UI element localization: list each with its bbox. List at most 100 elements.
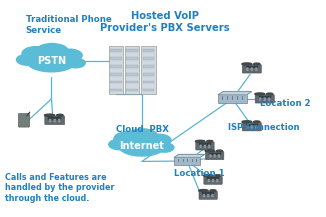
FancyBboxPatch shape: [199, 143, 211, 146]
Ellipse shape: [242, 63, 252, 65]
FancyBboxPatch shape: [204, 176, 222, 184]
FancyBboxPatch shape: [126, 49, 138, 52]
Text: Traditional Phone
Service: Traditional Phone Service: [26, 15, 111, 35]
Ellipse shape: [217, 181, 218, 182]
Ellipse shape: [212, 194, 213, 195]
Ellipse shape: [264, 98, 265, 99]
FancyBboxPatch shape: [199, 191, 217, 199]
Ellipse shape: [254, 121, 260, 123]
FancyBboxPatch shape: [174, 157, 200, 165]
FancyBboxPatch shape: [142, 57, 154, 60]
FancyBboxPatch shape: [207, 177, 219, 180]
Text: Location 1: Location 1: [174, 169, 225, 178]
Ellipse shape: [215, 175, 221, 176]
FancyBboxPatch shape: [126, 89, 138, 91]
FancyBboxPatch shape: [202, 192, 214, 195]
Ellipse shape: [57, 114, 63, 116]
Ellipse shape: [36, 44, 68, 58]
FancyBboxPatch shape: [110, 81, 122, 83]
Ellipse shape: [216, 150, 222, 152]
FancyBboxPatch shape: [109, 46, 123, 94]
Ellipse shape: [247, 126, 248, 127]
Ellipse shape: [66, 58, 85, 68]
FancyBboxPatch shape: [142, 49, 154, 52]
Ellipse shape: [155, 143, 174, 152]
FancyBboxPatch shape: [142, 89, 154, 91]
FancyBboxPatch shape: [218, 95, 247, 103]
Ellipse shape: [251, 68, 252, 69]
Ellipse shape: [254, 63, 260, 65]
Ellipse shape: [204, 145, 206, 146]
Ellipse shape: [208, 179, 209, 180]
Ellipse shape: [203, 175, 213, 177]
FancyBboxPatch shape: [142, 81, 154, 83]
Ellipse shape: [119, 136, 165, 156]
Ellipse shape: [208, 196, 209, 197]
Ellipse shape: [203, 194, 204, 195]
FancyBboxPatch shape: [259, 96, 271, 99]
Ellipse shape: [260, 98, 261, 99]
Ellipse shape: [208, 181, 209, 182]
FancyBboxPatch shape: [245, 66, 258, 69]
Text: Location 2: Location 2: [260, 99, 311, 108]
Ellipse shape: [54, 121, 55, 122]
Ellipse shape: [218, 156, 219, 157]
Ellipse shape: [56, 49, 82, 61]
Ellipse shape: [210, 190, 216, 191]
Text: Internet: Internet: [120, 141, 164, 151]
Ellipse shape: [256, 68, 257, 69]
Polygon shape: [174, 154, 205, 157]
Ellipse shape: [267, 93, 273, 95]
FancyBboxPatch shape: [45, 116, 65, 125]
Ellipse shape: [196, 140, 205, 142]
FancyBboxPatch shape: [126, 65, 138, 68]
Text: Hosted VoIP
Provider's PBX Servers: Hosted VoIP Provider's PBX Servers: [100, 11, 230, 33]
FancyBboxPatch shape: [209, 153, 221, 155]
Ellipse shape: [207, 140, 213, 142]
Ellipse shape: [147, 134, 171, 146]
Ellipse shape: [212, 196, 213, 197]
Text: Cloud  PBX: Cloud PBX: [115, 125, 169, 134]
FancyBboxPatch shape: [245, 124, 258, 126]
FancyBboxPatch shape: [126, 81, 138, 83]
Ellipse shape: [251, 126, 252, 127]
Ellipse shape: [217, 179, 218, 180]
FancyBboxPatch shape: [142, 65, 154, 68]
Ellipse shape: [214, 156, 215, 157]
Ellipse shape: [199, 190, 208, 192]
Ellipse shape: [255, 93, 265, 95]
Ellipse shape: [209, 145, 210, 146]
FancyBboxPatch shape: [196, 142, 214, 150]
Ellipse shape: [256, 126, 257, 127]
FancyBboxPatch shape: [48, 117, 61, 120]
Ellipse shape: [50, 121, 51, 122]
Ellipse shape: [269, 98, 270, 99]
Text: PSTN: PSTN: [37, 56, 66, 66]
Ellipse shape: [17, 54, 38, 65]
Text: ISP Connection: ISP Connection: [228, 123, 299, 132]
Ellipse shape: [205, 150, 215, 152]
FancyBboxPatch shape: [126, 57, 138, 60]
Ellipse shape: [200, 145, 201, 146]
FancyBboxPatch shape: [142, 73, 154, 76]
FancyBboxPatch shape: [110, 49, 122, 52]
Ellipse shape: [210, 156, 211, 157]
Ellipse shape: [203, 196, 204, 197]
FancyBboxPatch shape: [141, 46, 156, 94]
FancyBboxPatch shape: [255, 95, 274, 103]
FancyBboxPatch shape: [110, 57, 122, 60]
FancyBboxPatch shape: [18, 113, 30, 127]
Ellipse shape: [59, 121, 60, 122]
FancyBboxPatch shape: [110, 89, 122, 91]
Ellipse shape: [242, 121, 252, 123]
Ellipse shape: [109, 139, 130, 150]
FancyBboxPatch shape: [205, 152, 224, 160]
Ellipse shape: [213, 179, 214, 180]
Ellipse shape: [44, 114, 55, 116]
Text: Calls and Features are
handled by the provider
through the cloud.: Calls and Features are handled by the pr…: [5, 173, 114, 202]
Ellipse shape: [27, 51, 76, 72]
Ellipse shape: [22, 47, 50, 61]
Ellipse shape: [114, 132, 141, 145]
FancyBboxPatch shape: [242, 123, 261, 131]
FancyBboxPatch shape: [125, 46, 139, 94]
